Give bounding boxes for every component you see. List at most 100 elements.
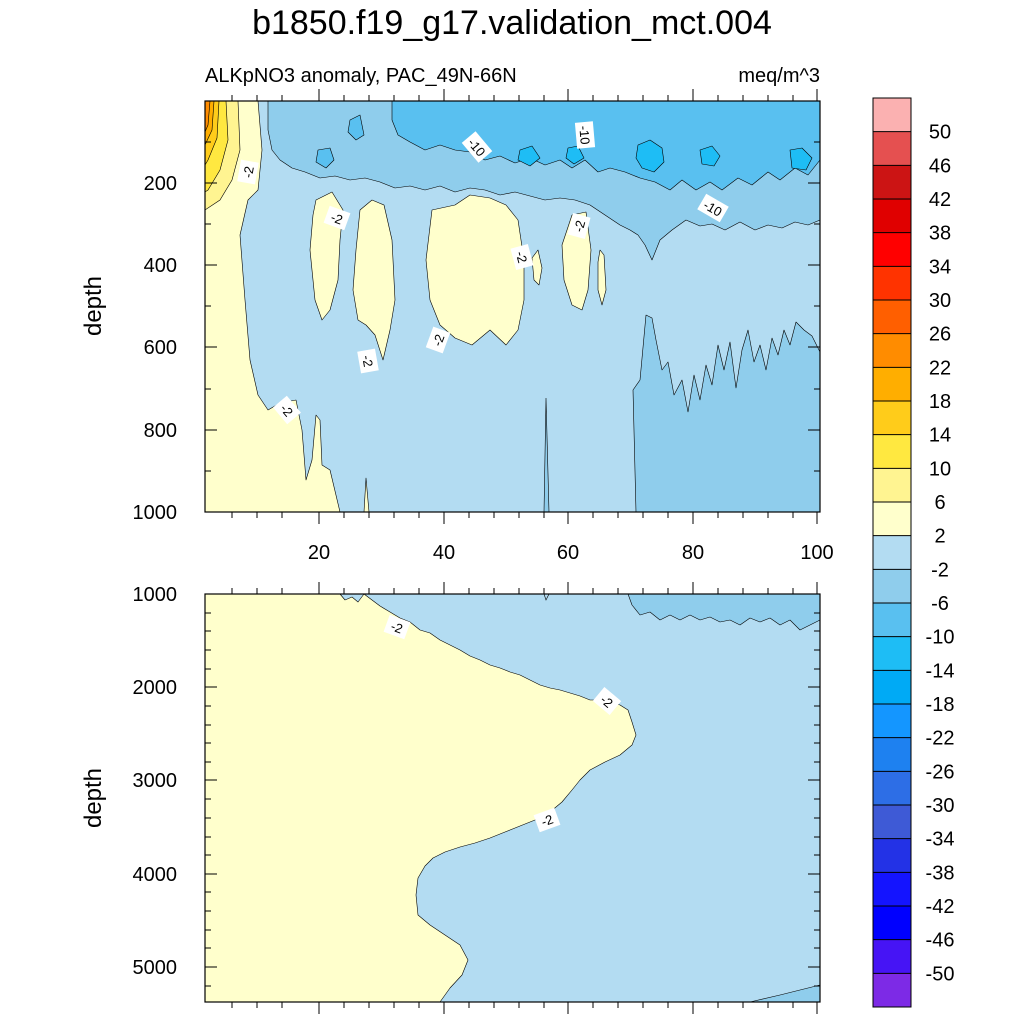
lower-ytick-label-1000: 1000: [133, 584, 178, 606]
colorbar-label: 30: [929, 290, 951, 312]
colorbar-label: 6: [934, 492, 945, 514]
svg-text:-2: -2: [389, 618, 405, 636]
minus14-patch-b: [789, 147, 813, 171]
colorbar-swatch: [873, 872, 911, 907]
upper-minus14-patches: [517, 139, 813, 173]
colorbar-label: -18: [926, 694, 955, 716]
lower-frame: [204, 593, 821, 1003]
upper-minus10-patches: [315, 100, 821, 191]
colorbar-swatch: [873, 805, 911, 840]
upper-y-axis-label: depth: [80, 276, 107, 336]
colorbar-swatch: [873, 838, 911, 873]
upper-yellow-blob-2: [352, 199, 396, 361]
lower-ytick-label-2000: 2000: [133, 677, 178, 699]
colorbar-swatch: [873, 232, 911, 267]
colorbar-swatch: [873, 906, 911, 941]
svg-text:-10: -10: [576, 125, 593, 145]
colorbar-label: -46: [926, 930, 955, 952]
upper-ytick-label-200: 200: [144, 173, 177, 195]
colorbar-swatch: [873, 636, 911, 671]
chart-title: b1850.f19_g17.validation_mct.004: [252, 4, 772, 42]
lower-ytick-label-4000: 4000: [133, 864, 178, 886]
colorbar-label: 14: [929, 425, 951, 447]
colorbar-label: -50: [926, 963, 955, 985]
clabel-upper-5: -2: [567, 213, 591, 239]
colorbar-swatch: [873, 737, 911, 772]
upper-ytick-label-1000: 1000: [133, 502, 178, 524]
upper-ytick-label-800: 800: [144, 420, 177, 442]
upper-yellow-blob-3: [425, 194, 525, 346]
colorbar-swatch: [873, 199, 911, 234]
colorbar-label: -38: [926, 862, 955, 884]
clabel-upper-3: -10: [697, 193, 729, 223]
svg-text:-2: -2: [329, 209, 345, 227]
colorbar-label: -26: [926, 761, 955, 783]
colorbar-swatch: [873, 569, 911, 604]
colorbar-swatch: [873, 266, 911, 301]
colorbar-swatch: [873, 434, 911, 469]
upper-x-axis: [231, 89, 818, 524]
minus14-patch-e: [565, 145, 585, 165]
lower-minus6-top: [627, 593, 821, 631]
upper-ytick-label-400: 400: [144, 255, 177, 277]
svg-text:-2: -2: [429, 332, 447, 348]
colorbar-label: 34: [929, 256, 951, 278]
clabel-lower-0: -2: [383, 614, 411, 640]
units-label: meq/m^3: [738, 65, 820, 87]
clabel-upper-0: -2: [237, 159, 259, 185]
svg-text:-2: -2: [539, 811, 555, 829]
lower-y-axis: [205, 593, 820, 987]
colorbar-swatch: [873, 468, 911, 503]
upper-panel: -2 -10 -10 -10 -2 -2 -2 -2 -2 -2 -2 200 …: [80, 89, 834, 564]
colorbar-swatch: [873, 939, 911, 974]
clabel-upper-9: -2: [273, 395, 301, 425]
svg-text:-2: -2: [571, 219, 588, 234]
lower-ytick-label-3000: 3000: [133, 770, 178, 792]
lower-panel: -2 -2 -2 1000: [80, 582, 821, 1014]
colorbar-label: 10: [929, 458, 951, 480]
colorbar-label: -6: [931, 593, 949, 615]
colorbar-swatch: [873, 704, 911, 739]
colorbar-label: 50: [929, 122, 951, 144]
clabel-upper-8: -2: [357, 348, 379, 374]
colorbar-swatch: [873, 131, 911, 166]
upper-yellow-blob-6: [597, 249, 607, 306]
colorbar-label: 22: [929, 357, 951, 379]
clabel-upper-2: -10: [574, 121, 596, 149]
minus14-patch-a: [635, 139, 665, 173]
upper-xtick-label-20: 20: [308, 542, 330, 564]
colorbar-swatch: [873, 300, 911, 335]
lower-x-axis: [231, 582, 818, 1014]
colorbar-label: 42: [929, 189, 951, 211]
colorbar-label: -34: [926, 829, 955, 851]
colorbar-swatch: [873, 333, 911, 368]
upper-ytick-label-600: 600: [144, 337, 177, 359]
colorbar-label: 46: [929, 155, 951, 177]
colorbar-swatch: [873, 973, 911, 1008]
colorbar-label: 26: [929, 324, 951, 346]
colorbar-label: -42: [926, 896, 955, 918]
upper-xtick-label-40: 40: [433, 542, 455, 564]
left-string: ALKpNO3 anomaly, PAC_49N-66N: [205, 65, 517, 87]
upper-contour-labels: -2 -10 -10 -10 -2 -2 -2 -2 -2 -2 -2: [237, 121, 729, 425]
colorbar-swatch: [873, 401, 911, 436]
svg-text:-2: -2: [513, 250, 530, 265]
minus10-patch-b: [315, 147, 335, 169]
minus14-patch-c: [699, 145, 721, 167]
colorbar-swatch: [873, 502, 911, 537]
colorbar-label: -22: [926, 728, 955, 750]
upper-y-axis: [205, 141, 820, 472]
lower-y-axis-label: depth: [80, 768, 107, 828]
minus14-patch-d: [517, 145, 541, 167]
upper-yellow-blob-4: [531, 249, 543, 286]
svg-text:-2: -2: [359, 354, 376, 368]
upper-xtick-label-60: 60: [557, 542, 579, 564]
svg-text:-2: -2: [240, 165, 257, 179]
clabel-lower-2: -2: [533, 807, 561, 833]
lower-contour-labels: -2 -2 -2: [383, 614, 622, 833]
colorbar-label: -10: [926, 627, 955, 649]
colorbar-swatch: [873, 670, 911, 705]
colorbar-label: 18: [929, 391, 951, 413]
clabel-upper-7: -2: [425, 326, 451, 354]
